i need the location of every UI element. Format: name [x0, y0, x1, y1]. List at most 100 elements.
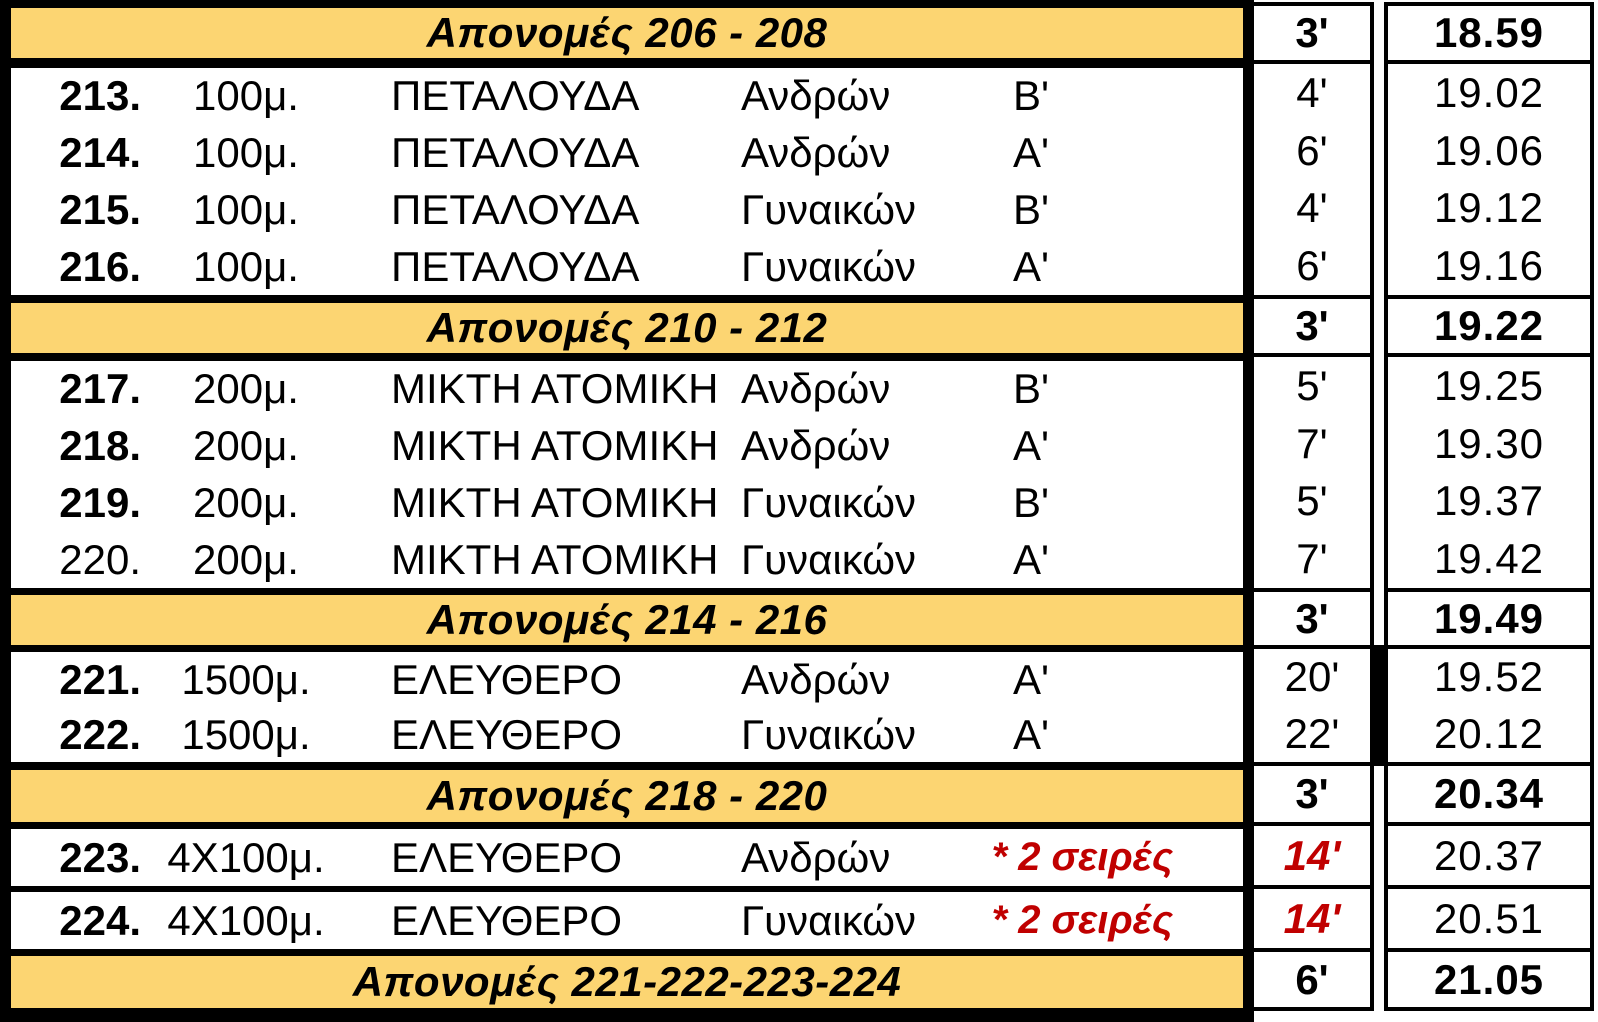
start-time-value: 19.25 [1433, 361, 1545, 409]
divider [11, 886, 1243, 892]
event-distance: 200μ. [193, 365, 299, 413]
duration-cell: 3' [1250, 762, 1374, 826]
divider [11, 58, 1243, 68]
divider [11, 353, 1243, 361]
duration-value: 14' [1283, 894, 1341, 942]
start-time-value: 20.34 [1433, 770, 1545, 817]
event-distance: 100μ. [193, 129, 299, 177]
competition-schedule-table: Απονομές 206 - 208 213. 100μ. ΠΕΤΑΛΟΥΔΑ … [0, 0, 1254, 1022]
event-group: 221. 1500μ. ΕΛΕΥΘΕΡΟ Ανδρών Α' 222. 1500… [11, 652, 1243, 762]
divider [11, 1008, 1243, 1022]
award-banner: Απονομές 221-222-223-224 [11, 956, 1243, 1008]
event-category: Γυναικών [741, 710, 916, 758]
event-distance: 1500μ. [181, 710, 311, 758]
event-heat: Α' [1012, 422, 1050, 470]
event-heat: Α' [1012, 242, 1050, 290]
event-stroke: ΜΙΚΤΗ ΑΤΟΜΙΚΗ [391, 535, 719, 583]
duration-value: 5' [1296, 361, 1328, 409]
award-banner: Απονομές 210 - 212 [11, 303, 1243, 353]
duration-value: 7' [1296, 419, 1328, 467]
event-row: 218. 200μ. ΜΙΚΤΗ ΑΤΟΜΙΚΗ Ανδρών Α' [11, 418, 1243, 475]
event-heat: Α' [1012, 710, 1050, 758]
event-note: * 2 σειρές [991, 898, 1173, 942]
event-category: Γυναικών [741, 185, 916, 233]
start-time-value: 20.51 [1433, 894, 1545, 942]
start-time-value: 19.49 [1433, 594, 1545, 642]
event-number: 218. [59, 422, 141, 470]
award-banner-label: Απονομές 214 - 216 [426, 596, 828, 643]
event-distance: 200μ. [193, 422, 299, 470]
award-banner: Απονομές 214 - 216 [11, 595, 1243, 645]
award-banner: Απονομές 218 - 220 [11, 770, 1243, 822]
event-heat: Β' [1012, 185, 1050, 233]
start-time-value: 19.42 [1433, 535, 1545, 583]
event-distance: 100μ. [193, 72, 299, 120]
duration-value: 14' [1283, 831, 1341, 879]
event-category: Ανδρών [741, 422, 891, 470]
duration-cell: 5' 7' 5' 7' [1250, 353, 1374, 592]
divider [11, 645, 1243, 652]
duration-value: 6' [1296, 242, 1328, 290]
duration-value: 4' [1296, 184, 1328, 232]
duration-cell: 3' [1250, 295, 1374, 357]
divider [11, 588, 1243, 595]
event-number: 217. [59, 365, 141, 413]
divider [11, 949, 1243, 956]
award-banner-label: Απονομές 221-222-223-224 [352, 958, 902, 1005]
event-distance: 4X100μ. [167, 896, 325, 944]
start-time-cell: 19.22 [1384, 295, 1594, 357]
event-category: Ανδρών [741, 72, 891, 120]
event-heat: Α' [1012, 655, 1050, 703]
event-heat: Β' [1012, 478, 1050, 526]
start-time-cell: 19.02 19.06 19.12 19.16 [1384, 60, 1594, 299]
duration-value: 4' [1296, 68, 1328, 116]
award-banner-label: Απονομές 206 - 208 [426, 9, 828, 56]
event-stroke: ΕΛΕΥΘΕΡΟ [391, 655, 623, 703]
duration-value: 5' [1296, 477, 1328, 525]
start-time-cell: 20.37 [1384, 822, 1594, 889]
event-number: 213. [59, 72, 141, 120]
divider [11, 295, 1243, 303]
event-distance: 200μ. [193, 478, 299, 526]
event-number: 214. [59, 129, 141, 177]
start-time-cell: 20.34 [1384, 762, 1594, 826]
duration-value: 20' [1284, 653, 1340, 701]
duration-cell: 14' [1250, 885, 1374, 952]
event-stroke: ΕΛΕΥΘΕΡΟ [391, 710, 623, 758]
event-row: 221. 1500μ. ΕΛΕΥΘΕΡΟ Ανδρών Α' [11, 652, 1243, 707]
divider [11, 762, 1243, 770]
duration-cell: 3' [1250, 588, 1374, 649]
start-time-value: 19.06 [1433, 126, 1545, 174]
event-category: Γυναικών [741, 478, 916, 526]
event-row: 213. 100μ. ΠΕΤΑΛΟΥΔΑ Ανδρών Β' [11, 68, 1243, 125]
event-stroke: ΠΕΤΑΛΟΥΔΑ [391, 185, 640, 233]
duration-value: 3' [1295, 594, 1329, 642]
event-row: 214. 100μ. ΠΕΤΑΛΟΥΔΑ Ανδρών Α' [11, 125, 1243, 182]
start-time-cell: 19.52 20.12 [1384, 645, 1594, 766]
award-banner-label: Απονομές 218 - 220 [426, 772, 828, 819]
event-row: 222. 1500μ. ΕΛΕΥΘΕΡΟ Γυναικών Α' [11, 707, 1243, 762]
event-row: 223. 4X100μ. ΕΛΕΥΘΕΡΟ Ανδρών * 2 σειρές [11, 829, 1243, 886]
event-group: 217. 200μ. ΜΙΚΤΗ ΑΤΟΜΙΚΗ Ανδρών Β' 218. … [11, 361, 1243, 588]
event-number: 222. [59, 710, 141, 758]
event-stroke: ΠΕΤΑΛΟΥΔΑ [391, 129, 640, 177]
event-distance: 1500μ. [181, 655, 311, 703]
event-number: 219. [59, 478, 141, 526]
duration-value: 3' [1295, 9, 1329, 56]
start-time-cell: 19.25 19.30 19.37 19.42 [1384, 353, 1594, 592]
divider [1370, 645, 1388, 766]
duration-cell: 3' [1250, 2, 1374, 64]
event-stroke: ΜΙΚΤΗ ΑΤΟΜΙΚΗ [391, 365, 719, 413]
duration-cell: 20' 22' [1250, 645, 1374, 766]
start-time-cell: 20.51 [1384, 885, 1594, 952]
start-time-value: 19.52 [1433, 653, 1545, 701]
event-category: Γυναικών [741, 535, 916, 583]
duration-cell: 6' [1250, 948, 1374, 1011]
event-category: Γυναικών [741, 242, 916, 290]
divider [11, 0, 1243, 8]
award-banner: Απονομές 206 - 208 [11, 8, 1243, 58]
duration-value: 6' [1295, 955, 1329, 1003]
start-time-value: 19.12 [1433, 184, 1545, 232]
duration-value: 3' [1295, 770, 1329, 817]
event-number: 224. [59, 896, 141, 944]
